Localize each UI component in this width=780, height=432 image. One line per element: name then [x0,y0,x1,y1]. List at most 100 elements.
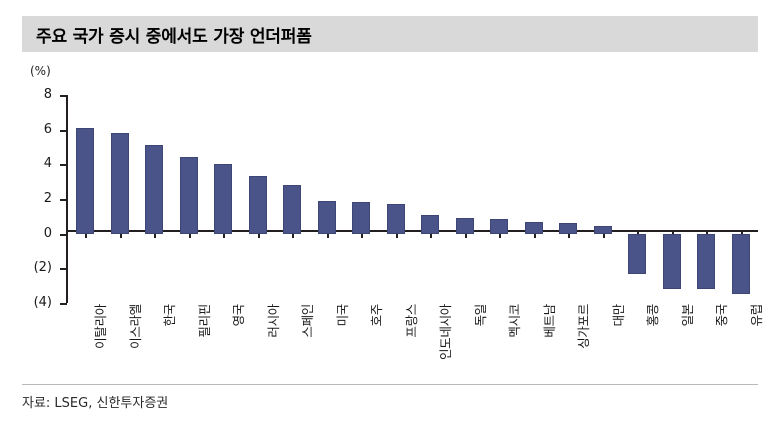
bar-slot [517,95,552,303]
x-tick-label: 프랑스 [403,304,419,338]
x-tick-mark [602,232,605,238]
source-note: 자료: LSEG, 신한투자증권 [22,396,169,411]
x-tick-mark [395,232,398,238]
x-tick-mark [257,232,260,238]
bar [662,233,681,290]
x-tick-mark [154,232,157,238]
y-axis-unit-label: (%) [30,64,51,78]
y-tick-mark [60,303,67,305]
bar-slot [482,95,517,303]
bar-slot [344,95,379,303]
bar-slot [620,95,655,303]
plot-area: (%) 8 6 4 2 0 (2) (4) 이탈리아 이스라엘 한국 필리핀 영국 러시아 스페인 미국 호… [0,56,780,376]
bar [317,200,336,234]
x-tick-mark [430,232,433,238]
bar [490,218,509,234]
x-tick-label: 독일 [472,304,488,327]
bar-slot [68,95,103,303]
x-tick-mark [119,232,122,238]
bar [145,145,164,234]
bar-slot [379,95,414,303]
bar-slot [103,95,138,303]
x-tick-label: 이탈리아 [93,304,109,349]
y-tick-mark [60,268,67,271]
y-tick-label: 0 [43,225,52,241]
page-title: 주요 국가 증시 중에서도 가장 언더퍼폼 [36,26,312,47]
x-tick-label: 중국 [714,304,730,327]
x-tick-mark [361,232,364,238]
bar [76,127,95,234]
x-tick-label: 스페인 [300,304,316,338]
bar-slot [551,95,586,303]
y-tick-mark [60,233,67,236]
bar [214,164,233,234]
bar [455,218,474,234]
y-tick-mark [60,129,67,132]
x-tick-label: 한국 [162,304,178,327]
zero-baseline [66,230,758,232]
bar [283,185,302,234]
x-tick-label: 일본 [679,304,695,327]
x-tick-label: 호주 [369,304,385,327]
bar [110,133,129,234]
x-tick-label: 이스라엘 [127,304,143,349]
y-tick-mark [60,199,67,201]
y-axis-line [66,95,68,303]
bar-slot [206,95,241,303]
x-tick-mark [499,232,502,238]
chart-title-band: 주요 국가 증시 중에서도 가장 언더퍼폼 [22,16,758,52]
bar [593,225,612,234]
y-tick-label: 2 [43,191,52,206]
bar-slot [275,95,310,303]
bar-slot [724,95,759,303]
x-tick-label: 영국 [231,304,247,327]
x-tick-label: 러시아 [265,304,281,338]
bar [248,176,267,234]
x-tick-mark [326,232,329,238]
x-tick-mark [292,232,295,238]
y-tick-label: 4 [43,156,52,172]
x-axis-labels: 이탈리아 이스라엘 한국 필리핀 영국 러시아 스페인 미국 호주 프랑스 인도네시아 독일 멕시코 베트… [68,304,764,390]
x-tick-label: 베트남 [541,304,557,338]
y-tick-mark [60,95,67,97]
bar-slot [241,95,276,303]
bar [524,221,543,234]
x-tick-label: 멕시코 [507,304,523,338]
y-tick-label: 6 [43,121,52,137]
bar-slot [655,95,690,303]
y-tick-label: (4) [33,295,52,310]
bar-series [68,95,758,303]
x-tick-mark [188,232,191,238]
bar-slot [413,95,448,303]
x-tick-label: 홍콩 [645,304,661,327]
bar [421,214,440,234]
x-tick-label: 미국 [334,304,350,327]
footer-divider [22,384,758,385]
x-tick-label: 싱가포르 [576,304,592,349]
x-tick-label: 대만 [610,304,626,327]
bar-slot [310,95,345,303]
bar [697,233,716,290]
x-tick-mark [533,232,536,238]
bar [352,202,371,234]
y-tick-mark [60,164,67,167]
bar [179,157,198,234]
y-tick-label: (2) [33,260,52,276]
bar-slot [172,95,207,303]
bar [386,204,405,234]
x-tick-mark [223,232,226,238]
x-tick-mark [85,232,88,238]
bar [731,233,750,295]
x-tick-mark [464,232,467,238]
bar-slot [586,95,621,303]
x-tick-label: 필리핀 [196,304,212,338]
x-tick-mark [568,232,571,238]
bar [628,233,647,274]
bar-slot [137,95,172,303]
y-tick-label: 8 [43,87,52,102]
x-tick-label: 인도네시아 [438,304,454,361]
x-tick-label: 유럽 [748,304,764,327]
bar [559,223,578,234]
bar-slot [689,95,724,303]
